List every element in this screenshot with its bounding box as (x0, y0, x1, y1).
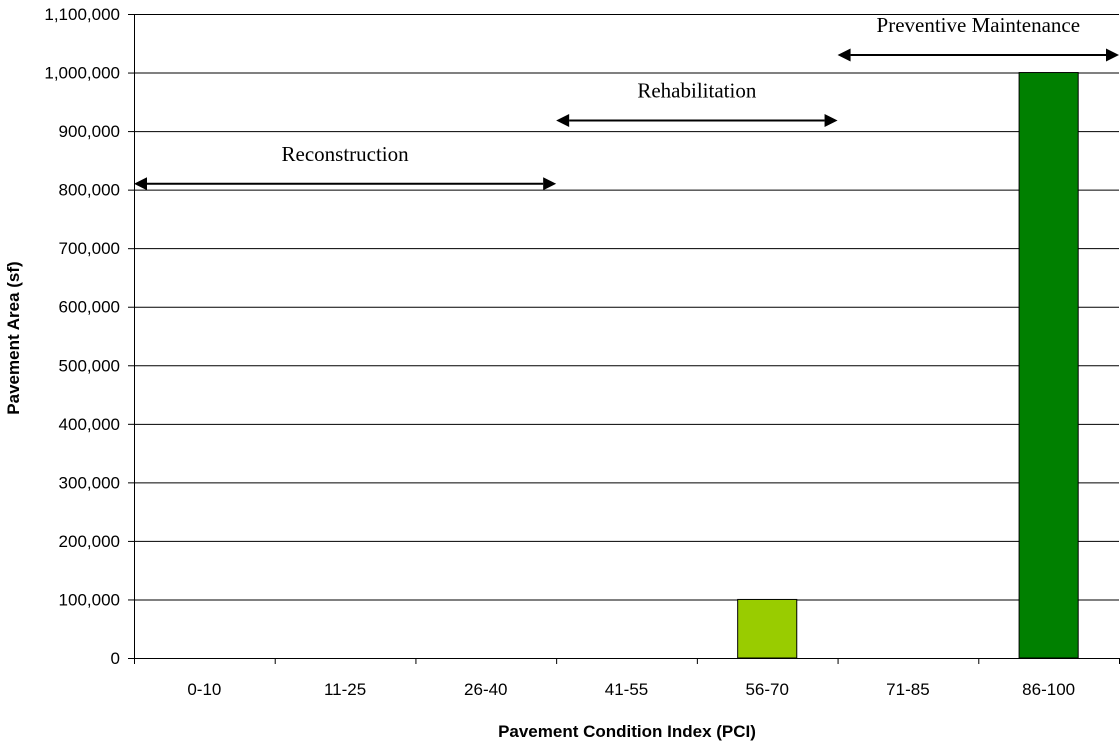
y-tick-label: 200,000 (59, 532, 120, 551)
arrow-head-left (134, 177, 147, 191)
x-tick-label: 86-100 (1022, 680, 1075, 699)
y-tick-label: 0 (111, 649, 120, 668)
annotation-rehabilitation: Rehabilitation (556, 79, 838, 128)
annotation-preventive-maintenance: Preventive Maintenance (837, 13, 1119, 62)
y-tick-label: 700,000 (59, 239, 120, 258)
x-tick-label: 56-70 (745, 680, 788, 699)
arrow-head-left (837, 48, 851, 62)
y-tick-labels: 0 100,000 200,000 300,000 400,000 500,000 600,… (44, 5, 120, 668)
annotation-label: Preventive Maintenance (877, 13, 1081, 37)
annotation-label: Rehabilitation (637, 79, 756, 103)
x-axis-title: Pavement Condition Index (PCI) (498, 722, 756, 741)
y-tick-label: 600,000 (59, 298, 120, 317)
x-tick-label: 26-40 (464, 680, 507, 699)
gridlines (134, 14, 1119, 601)
annotations: Reconstruction Rehabilitation Preventive M… (134, 13, 1119, 191)
annotation-reconstruction: Reconstruction (134, 142, 557, 191)
arrow-head-left (556, 114, 570, 128)
arrow-head-right (824, 114, 838, 128)
bars (737, 72, 1079, 659)
x-tick-label: 41-55 (605, 680, 648, 699)
y-tick-label: 1,100,000 (44, 5, 120, 24)
y-tick-label: 500,000 (59, 356, 120, 375)
x-tick-label: 0-10 (187, 680, 221, 699)
y-tick-label: 300,000 (59, 473, 120, 492)
y-tick-label: 400,000 (59, 415, 120, 434)
x-tick-label: 11-25 (324, 680, 366, 699)
x-tick-labels: 0-10 11-25 26-40 41-55 56-70 71-85 86-100 (187, 680, 1075, 699)
bar-86-100 (1018, 72, 1079, 659)
arrow-head-right (543, 177, 557, 191)
y-axis-title: Pavement Area (sf) (4, 261, 23, 414)
axes (128, 14, 1120, 664)
annotation-label: Reconstruction (282, 142, 410, 166)
y-tick-label: 1,000,000 (44, 64, 120, 83)
arrow-head-right (1106, 48, 1119, 62)
y-tick-label: 800,000 (59, 181, 120, 200)
x-tick-label: 71-85 (886, 680, 929, 699)
bar-56-70 (737, 598, 798, 659)
y-tick-label: 100,000 (59, 590, 120, 609)
y-tick-label: 900,000 (59, 122, 120, 141)
